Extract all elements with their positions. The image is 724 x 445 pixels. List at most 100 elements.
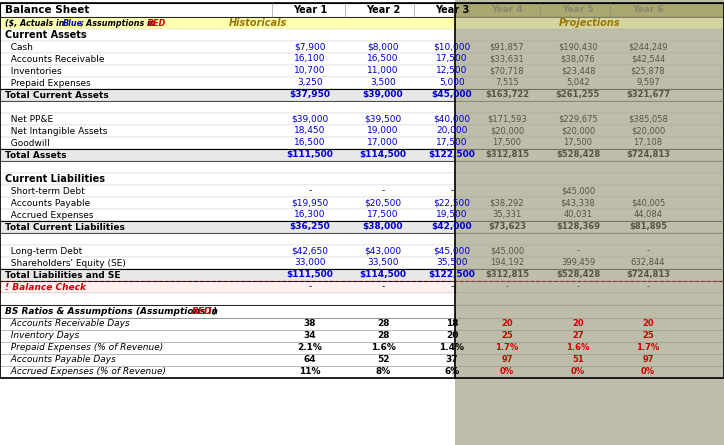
Text: 28: 28 <box>376 320 390 328</box>
Text: 399,459: 399,459 <box>561 259 595 267</box>
Text: Accrued Expenses: Accrued Expenses <box>5 210 93 219</box>
Text: Total Current Assets: Total Current Assets <box>5 90 109 100</box>
Bar <box>455 3 724 17</box>
Bar <box>0 221 455 233</box>
Bar <box>455 257 724 269</box>
Bar <box>455 17 724 29</box>
Text: 17,500: 17,500 <box>563 138 592 147</box>
Text: $22,500: $22,500 <box>434 198 471 207</box>
Text: 38: 38 <box>304 320 316 328</box>
Text: 17,000: 17,000 <box>367 138 399 147</box>
Text: Goodwill: Goodwill <box>5 138 50 147</box>
Text: $122,500: $122,500 <box>429 150 476 159</box>
Bar <box>455 89 724 101</box>
Text: 8%: 8% <box>375 368 391 376</box>
Bar <box>455 113 724 125</box>
Bar <box>0 354 455 366</box>
Bar <box>0 3 455 17</box>
Bar <box>455 53 724 65</box>
Text: 34: 34 <box>303 332 316 340</box>
Text: $39,500: $39,500 <box>364 114 402 124</box>
Text: $20,500: $20,500 <box>364 198 402 207</box>
Text: $163,722: $163,722 <box>485 90 529 100</box>
Text: 16,300: 16,300 <box>294 210 326 219</box>
Text: $43,000: $43,000 <box>364 247 402 255</box>
Text: $111,500: $111,500 <box>287 271 334 279</box>
Bar <box>455 185 724 197</box>
Text: 16,500: 16,500 <box>367 54 399 64</box>
Text: $37,950: $37,950 <box>290 90 330 100</box>
Text: $8,000: $8,000 <box>367 43 399 52</box>
Text: Short-term Debt: Short-term Debt <box>5 186 85 195</box>
Bar <box>455 161 724 173</box>
Bar <box>0 330 455 342</box>
Text: Total Assets: Total Assets <box>5 150 67 159</box>
Text: Current Assets: Current Assets <box>5 30 87 40</box>
Bar <box>0 17 455 29</box>
Text: 0%: 0% <box>571 368 585 376</box>
Text: Balance Sheet: Balance Sheet <box>5 5 89 15</box>
Bar <box>0 318 455 330</box>
Text: 632,844: 632,844 <box>631 259 665 267</box>
Bar <box>0 257 455 269</box>
Bar <box>455 209 724 221</box>
Text: 17,500: 17,500 <box>492 138 521 147</box>
Text: 3,250: 3,250 <box>297 78 323 88</box>
Text: 35,500: 35,500 <box>437 259 468 267</box>
Text: -: - <box>576 283 579 291</box>
Bar <box>455 245 724 257</box>
Text: $244,249: $244,249 <box>628 43 668 52</box>
Bar <box>455 29 724 41</box>
Text: 17,500: 17,500 <box>437 54 468 64</box>
Text: Long-term Debt: Long-term Debt <box>5 247 83 255</box>
Text: 18,450: 18,450 <box>295 126 326 135</box>
Bar <box>0 41 455 53</box>
Text: 20,000: 20,000 <box>437 126 468 135</box>
Text: Shareholders' Equity (SE): Shareholders' Equity (SE) <box>5 259 126 267</box>
Text: $19,950: $19,950 <box>291 198 329 207</box>
Text: Year 1: Year 1 <box>293 5 327 15</box>
Text: ; Assumptions in: ; Assumptions in <box>80 19 159 28</box>
Text: Total Current Liabilities: Total Current Liabilities <box>5 222 125 231</box>
Text: $70,718: $70,718 <box>489 66 524 76</box>
Bar <box>455 101 724 113</box>
Text: $20,000: $20,000 <box>490 126 524 135</box>
Text: Blue: Blue <box>63 19 83 28</box>
Text: Net PP&E: Net PP&E <box>5 114 53 124</box>
Text: 7,515: 7,515 <box>495 78 519 88</box>
Bar <box>455 41 724 53</box>
Bar <box>0 125 455 137</box>
Text: -: - <box>505 283 508 291</box>
Bar <box>455 149 724 161</box>
Text: $45,000: $45,000 <box>490 247 524 255</box>
Text: Year 4: Year 4 <box>491 5 523 15</box>
Text: ): ) <box>212 307 216 316</box>
Text: $724,813: $724,813 <box>626 150 670 159</box>
Text: 0%: 0% <box>641 368 655 376</box>
Text: 19,500: 19,500 <box>437 210 468 219</box>
Bar <box>0 77 455 89</box>
Text: 1.6%: 1.6% <box>566 344 589 352</box>
Bar <box>455 354 724 366</box>
Bar <box>455 330 724 342</box>
Bar <box>0 245 455 257</box>
Text: 2.1%: 2.1% <box>298 344 322 352</box>
Text: $261,255: $261,255 <box>556 90 600 100</box>
Text: 20: 20 <box>446 332 458 340</box>
Text: $114,500: $114,500 <box>360 150 406 159</box>
Text: -: - <box>647 247 649 255</box>
Bar <box>455 305 724 318</box>
Text: -: - <box>576 247 579 255</box>
Bar <box>455 0 724 445</box>
Bar <box>0 342 455 354</box>
Text: 6%: 6% <box>445 368 460 376</box>
Text: 17,500: 17,500 <box>437 138 468 147</box>
Text: $91,857: $91,857 <box>489 43 524 52</box>
Text: $38,076: $38,076 <box>560 54 595 64</box>
Text: Cash: Cash <box>5 43 33 52</box>
Text: $128,369: $128,369 <box>556 222 600 231</box>
Text: 1.4%: 1.4% <box>439 344 465 352</box>
Text: 97: 97 <box>501 356 513 364</box>
Bar <box>455 293 724 305</box>
Bar <box>0 281 455 293</box>
